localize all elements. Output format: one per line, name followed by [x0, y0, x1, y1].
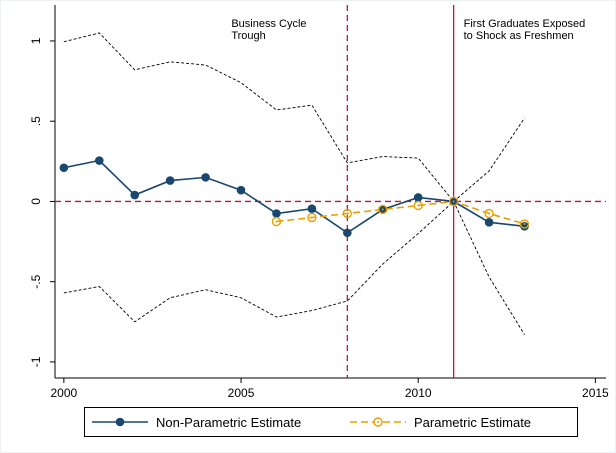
marker	[413, 193, 423, 202]
marker	[94, 156, 104, 165]
annotation: to Shock as Freshmen	[464, 30, 574, 42]
legend: Non-Parametric Estimate Parametric Estima…	[84, 407, 578, 437]
marker	[484, 208, 494, 219]
marker	[342, 208, 353, 219]
y-tick-label: -1	[29, 356, 43, 367]
marker	[236, 185, 246, 195]
marker	[271, 216, 282, 227]
legend-box	[84, 407, 578, 437]
marker	[378, 204, 388, 215]
legend-marker-dot	[377, 421, 379, 423]
x-tick-label: 2015	[582, 386, 609, 400]
y-tick-label: 1	[29, 37, 43, 44]
y-tick-label: 0	[29, 198, 43, 205]
marker-dot	[523, 222, 526, 225]
marker	[272, 209, 281, 218]
marker-dot	[381, 208, 384, 211]
series-line	[276, 200, 525, 225]
ci-line	[63, 200, 525, 335]
marker-dot	[417, 204, 420, 207]
annotation: Business Cycle	[231, 18, 306, 30]
marker	[448, 196, 459, 207]
series-line	[63, 159, 525, 234]
marker	[520, 222, 529, 231]
marker	[165, 176, 175, 185]
marker	[307, 212, 317, 223]
marker	[343, 228, 352, 238]
legend-marker	[115, 417, 125, 427]
marker	[201, 173, 210, 182]
marker	[519, 219, 530, 229]
marker	[59, 163, 69, 173]
legend-label: Parametric Estimate	[414, 415, 531, 430]
marker-dot	[346, 212, 349, 215]
marker	[413, 200, 423, 211]
marker	[130, 190, 140, 200]
marker-dot	[488, 212, 491, 215]
x-tick-label: 2000	[51, 386, 78, 400]
y-tick-label: .5	[29, 116, 43, 126]
marker-dot	[275, 220, 278, 223]
annotation: First Graduates Exposed	[464, 18, 586, 30]
y-tick-label: -.5	[29, 274, 43, 288]
marker-dot	[452, 200, 455, 203]
x-tick-label: 2010	[405, 386, 432, 400]
annotation: Trough	[231, 30, 265, 42]
x-tick-label: 2005	[228, 386, 255, 400]
marker-dot	[310, 216, 313, 219]
marker	[307, 204, 317, 213]
marker	[484, 218, 494, 227]
ci-line	[63, 32, 525, 203]
legend-label: Non-Parametric Estimate	[156, 415, 301, 430]
